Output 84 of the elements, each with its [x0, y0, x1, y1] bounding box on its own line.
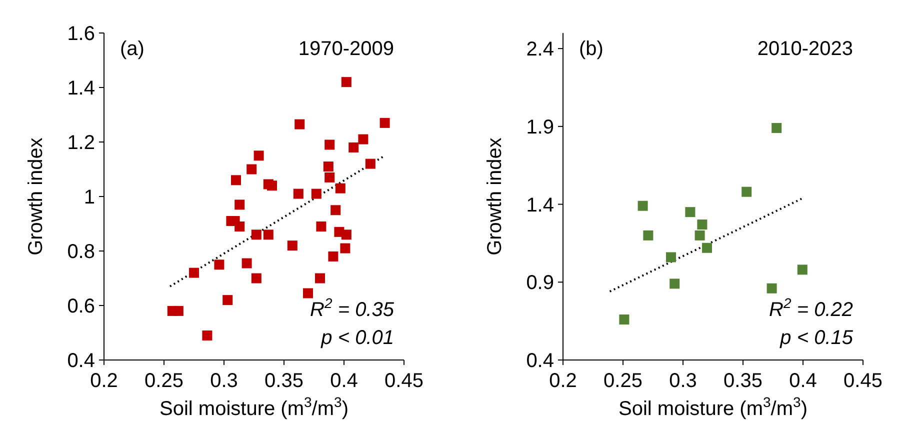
point [619, 314, 630, 325]
y-axis-title: Growth index [25, 138, 47, 256]
point [202, 330, 212, 340]
x-axis-title: Soil moisture (m$^{3}$/m$^{3}$) [618, 394, 808, 420]
point [324, 140, 335, 150]
point [222, 295, 233, 306]
y-tick-label: 1.4 [526, 194, 554, 216]
point [254, 150, 264, 161]
point [294, 119, 305, 130]
y-tick-label: 0.4 [526, 350, 554, 372]
point [772, 122, 782, 133]
x-tick-label: 0.45 [844, 370, 882, 392]
y-tick-label: 0.9 [526, 272, 554, 294]
chart-title: 2010-2023 [757, 38, 853, 60]
point [287, 240, 298, 251]
point [348, 142, 359, 152]
point [702, 242, 712, 253]
annotation: R$^{2}$ = 0.35 [310, 295, 395, 321]
x-tick-label: 0.4 [789, 370, 817, 392]
point [670, 278, 680, 289]
y-tick-label: 1.4 [67, 78, 95, 100]
point [742, 186, 752, 197]
y-tick-label: 0.4 [67, 350, 95, 372]
point [323, 162, 334, 172]
point [242, 258, 252, 268]
x-tick-label: 0.2 [549, 370, 577, 392]
x-tick-label: 0.3 [669, 370, 697, 392]
x-tick-label: 0.2 [90, 370, 118, 392]
x-tick-label: 0.25 [604, 370, 642, 392]
annotation: p < 0.15 [779, 327, 854, 349]
x-tick-label: 0.25 [144, 370, 184, 392]
chart-title: 1970-2009 [298, 38, 394, 60]
point [335, 183, 346, 194]
point [234, 200, 245, 210]
point [214, 260, 224, 270]
x-tick-label: 0.35 [264, 370, 304, 392]
point [328, 251, 338, 262]
y-tick-label: 1.6 [67, 23, 95, 45]
point [666, 252, 676, 262]
point [316, 221, 326, 232]
point [251, 230, 262, 240]
y-axis-title: Growth index [484, 138, 506, 256]
y-tick-label: 0.6 [67, 296, 95, 318]
point [173, 306, 184, 316]
point [643, 230, 654, 240]
point [685, 207, 696, 218]
point [324, 172, 335, 182]
point [263, 230, 274, 240]
annotation: (b) [579, 38, 604, 60]
x-tick-label: 0.3 [210, 370, 238, 392]
point [231, 175, 241, 186]
annotation: R$^{2}$ = 0.22 [769, 295, 853, 321]
point [797, 264, 808, 275]
y-tick-label: 0.8 [67, 241, 95, 263]
point [267, 180, 277, 191]
point [380, 118, 390, 128]
point [694, 230, 705, 240]
point [189, 268, 199, 278]
point [340, 243, 350, 254]
y-tick-label: 2.4 [526, 38, 554, 61]
x-tick-label: 0.45 [384, 370, 424, 392]
x-tick-label: 0.4 [330, 370, 358, 392]
point [251, 273, 262, 284]
point [638, 200, 648, 211]
point [358, 134, 368, 144]
y-tick-label: 1.2 [67, 132, 95, 154]
point [303, 288, 313, 298]
point [246, 164, 257, 174]
annotation: (a) [120, 38, 144, 60]
point [365, 158, 376, 169]
y-tick-label: 1 [84, 186, 95, 208]
point [330, 205, 341, 216]
x-axis-title: Soil moisture (m$^{3}$/m$^{3}$) [160, 394, 348, 420]
point [234, 221, 245, 232]
y-tick-label: 1.9 [526, 116, 554, 138]
point [341, 230, 352, 240]
x-tick-label: 0.35 [724, 370, 762, 392]
point [341, 77, 352, 88]
point [697, 220, 708, 230]
point [311, 188, 322, 199]
point [766, 283, 777, 294]
point [293, 188, 304, 199]
point [315, 273, 325, 284]
annotation: p < 0.01 [320, 327, 394, 349]
